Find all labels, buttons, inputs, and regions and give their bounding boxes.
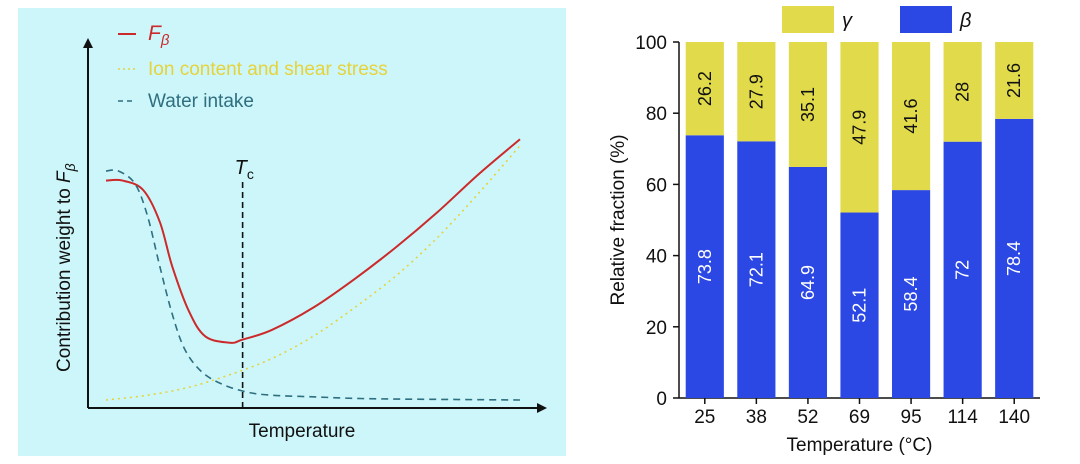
stacked-bar-chart: 0 20 40 60 80 100 25 73.8 26.2 38 72.1 27.9 52 64.9 35… xyxy=(570,0,1080,459)
legend-label: β xyxy=(959,10,971,32)
bar-data-label: 73.8 xyxy=(695,249,715,284)
legend-label: Ion content and shear stress xyxy=(148,59,388,80)
y-axis-label: Contribution weight to Fβ xyxy=(54,163,78,372)
x-tick-label: 69 xyxy=(849,407,870,428)
legend-label: Water intake xyxy=(148,91,254,112)
bar-data-label: 78.4 xyxy=(1004,241,1024,276)
x-tick-label: 25 xyxy=(694,407,715,428)
bar-segment-gamma xyxy=(943,42,982,142)
water-intake-curve xyxy=(105,169,521,401)
legend-label: γ xyxy=(842,10,853,32)
bar-segment-beta xyxy=(995,118,1034,399)
y-tick-label: 40 xyxy=(646,247,667,268)
bar-segment-gamma xyxy=(737,42,776,142)
legend-label: Fβ xyxy=(148,22,170,49)
bar-segment-beta xyxy=(943,141,982,398)
bar-data-label: 26.2 xyxy=(695,71,715,106)
bar-data-label: 27.9 xyxy=(746,74,766,109)
legend-item-beta: β xyxy=(900,6,971,33)
legend-item-gamma: γ xyxy=(782,6,853,33)
x-tick-label: 38 xyxy=(746,407,767,428)
bar-data-label: 58.4 xyxy=(901,277,921,312)
bar-segment-gamma xyxy=(840,42,879,213)
y-tick-label: 100 xyxy=(635,33,667,54)
bar-data-label: 72.1 xyxy=(746,252,766,287)
f-beta-curve xyxy=(105,138,521,344)
x-tick-label: 114 xyxy=(947,407,978,428)
bar-segment-beta xyxy=(737,141,776,398)
bar-data-label: 28 xyxy=(953,82,973,102)
bar-data-label: 41.6 xyxy=(901,99,921,134)
bar-segment-gamma xyxy=(995,42,1034,119)
bar-data-label: 21.6 xyxy=(1004,63,1024,98)
legend-swatch xyxy=(782,6,834,33)
bar-chart-svg: 0 20 40 60 80 100 25 73.8 26.2 38 72.1 27.9 52 64.9 35… xyxy=(608,6,1040,456)
schematic-line-chart: Contribution weight to Fβ Temperature Tc Fβ… xyxy=(18,8,566,456)
chart-background xyxy=(18,8,566,456)
schematic-chart-svg: Contribution weight to Fβ Temperature Tc Fβ… xyxy=(18,8,566,456)
bar-segment-beta xyxy=(685,135,724,398)
y-axis-label: Relative fraction (%) xyxy=(608,134,629,305)
y-tick-label: 80 xyxy=(646,104,667,125)
bar-segment-beta xyxy=(840,212,879,398)
bar-segment-gamma xyxy=(685,42,724,136)
y-tick-label: 20 xyxy=(646,318,667,339)
y-tick-label: 0 xyxy=(656,389,667,410)
x-tick-label: 52 xyxy=(797,407,818,428)
bar-data-label: 35.1 xyxy=(798,87,818,122)
legend-item-ion-shear: Ion content and shear stress xyxy=(118,59,388,80)
bar-data-label: 47.9 xyxy=(850,110,870,145)
x-axis-label: Temperature xyxy=(249,421,356,442)
x-axis-label: Temperature (°C) xyxy=(787,435,933,456)
bar-segment-beta xyxy=(788,166,828,398)
bar-data-label: 64.9 xyxy=(798,265,818,300)
bar-data-label: 72 xyxy=(953,260,973,280)
x-tick-label: 95 xyxy=(901,407,922,428)
y-tick-label: 60 xyxy=(646,175,667,196)
legend-swatch xyxy=(900,6,952,33)
bar-segment-gamma xyxy=(788,42,828,167)
x-tick-label: 140 xyxy=(998,407,1030,428)
bar-data-label: 52.1 xyxy=(850,288,870,323)
legend-item-f-beta: Fβ xyxy=(118,22,170,49)
bar-segment-gamma xyxy=(891,42,931,191)
legend-item-water-intake: Water intake xyxy=(118,91,254,112)
bar-segment-beta xyxy=(891,190,931,398)
tc-marker-label: Tc xyxy=(235,157,254,182)
